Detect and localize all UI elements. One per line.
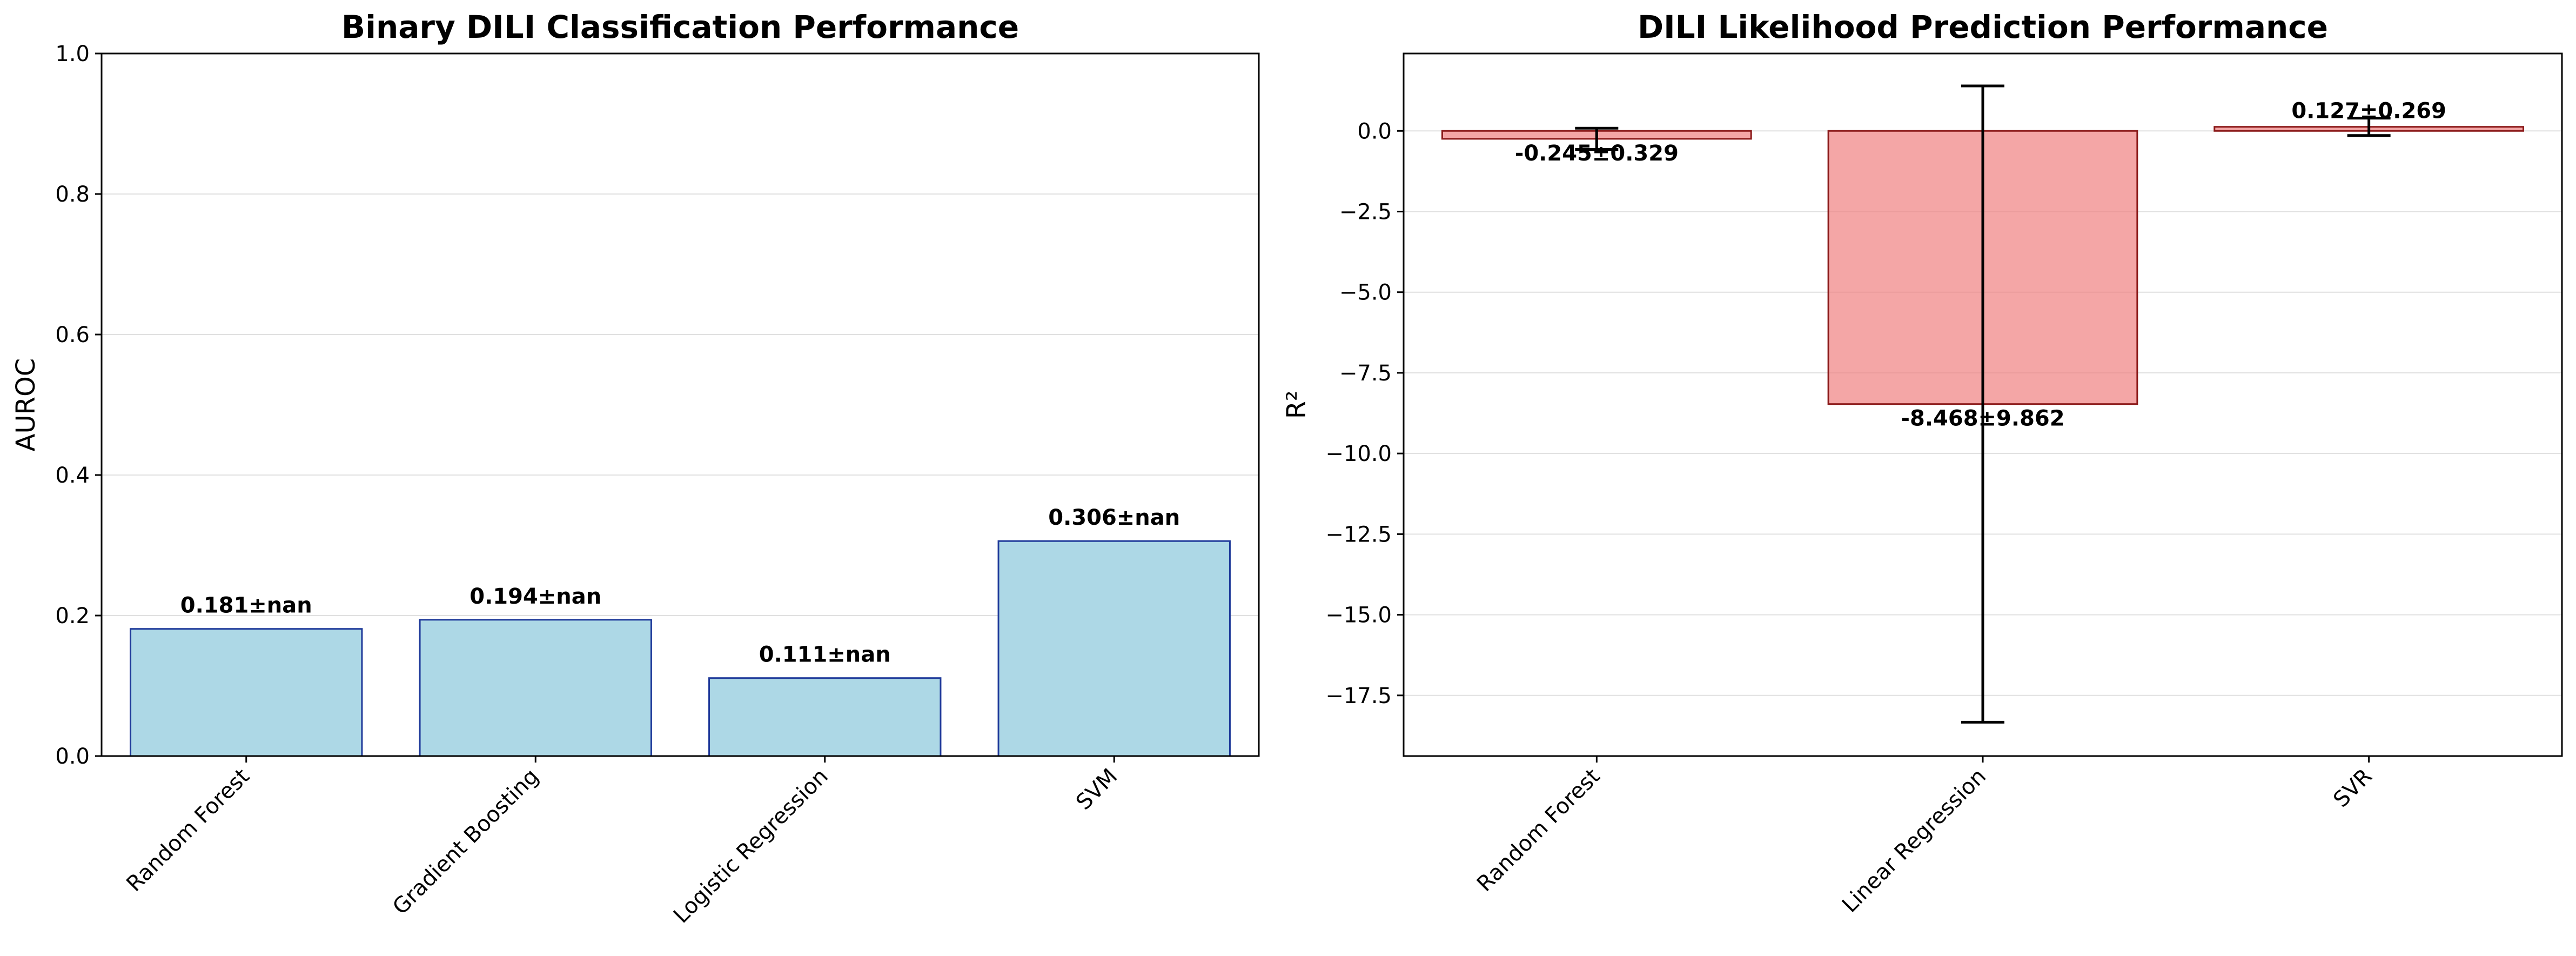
classification-x-tick-label: Logistic Regression: [669, 764, 833, 928]
classification-y-tick-label: 0.2: [55, 604, 90, 629]
likelihood-data-labels: -0.245±0.329 -8.468±9.862 0.127±0.269: [1515, 99, 2446, 431]
likelihood-data-label: -0.245±0.329: [1515, 141, 1679, 166]
likelihood-x-tick-label: SVR: [2329, 764, 2377, 812]
likelihood-y-tick-label: −10.0: [1325, 442, 1392, 466]
classification-y-axis: 0.0 0.2 0.4 0.6 0.8 1.0: [55, 42, 102, 769]
likelihood-y-axis: 0.0 −2.5 −5.0 −7.5 −10.0 −12.5 −15.0 −17.5: [1325, 119, 1404, 708]
classification-bars: [130, 540, 1231, 757]
likelihood-y-axis-label: R²: [1282, 391, 1312, 419]
likelihood-x-axis: Random Forest Linear Regression SVR: [1472, 756, 2377, 918]
classification-data-label: 0.306±nan: [1048, 505, 1180, 530]
likelihood-x-tick-label: Linear Regression: [1837, 764, 1991, 918]
likelihood-y-tick-label: −2.5: [1339, 199, 1392, 224]
classification-bar: [419, 619, 652, 757]
likelihood-error-bar: [1961, 84, 2004, 724]
classification-x-tick-label: Random Forest: [122, 764, 254, 897]
classification-bar: [130, 628, 363, 757]
classification-y-tick-label: 1.0: [55, 42, 90, 66]
likelihood-chart: DILI Likelihood Prediction Performance -…: [1282, 9, 2563, 918]
likelihood-error-bar: [2347, 117, 2391, 137]
likelihood-x-tick-label: Random Forest: [1472, 764, 1605, 897]
likelihood-y-tick-label: −15.0: [1325, 603, 1392, 628]
classification-chart-title: Binary DILI Classification Performance: [341, 9, 1019, 45]
classification-data-label: 0.111±nan: [759, 643, 891, 667]
likelihood-data-label: 0.127±0.269: [2291, 99, 2446, 124]
likelihood-y-tick-label: −5.0: [1339, 280, 1392, 305]
classification-plot-frame: [100, 52, 1260, 757]
classification-y-tick-label: 0.0: [55, 744, 90, 769]
classification-x-tick-label: Gradient Boosting: [388, 764, 544, 920]
classification-data-label: 0.181±nan: [180, 593, 312, 618]
likelihood-y-tick-label: 0.0: [1357, 119, 1392, 144]
classification-bar: [708, 677, 942, 757]
classification-data-label: 0.194±nan: [469, 584, 601, 609]
classification-y-tick-label: 0.6: [55, 323, 90, 347]
likelihood-error-bars: [1575, 84, 2391, 724]
likelihood-data-label: -8.468±9.862: [1901, 406, 2064, 431]
likelihood-error-bar: [1575, 126, 1619, 151]
classification-x-axis: Random Forest Gradient Boosting Logistic R…: [122, 756, 1122, 928]
classification-y-axis-label: AUROC: [11, 358, 41, 452]
likelihood-y-tick-label: −17.5: [1325, 684, 1392, 708]
likelihood-y-tick-label: −12.5: [1325, 522, 1392, 547]
classification-y-tick-label: 0.8: [55, 182, 90, 207]
classification-bar: [997, 540, 1231, 757]
likelihood-y-tick-label: −7.5: [1339, 361, 1392, 386]
classification-y-tick-label: 0.4: [55, 463, 90, 488]
classification-chart: Binary DILI Classification Performance 0…: [11, 9, 1260, 928]
classification-x-tick-label: SVM: [1071, 764, 1122, 815]
classification-data-labels: 0.181±nan 0.194±nan 0.111±nan 0.306±nan: [180, 505, 1180, 667]
likelihood-chart-title: DILI Likelihood Prediction Performance: [1638, 9, 2328, 45]
